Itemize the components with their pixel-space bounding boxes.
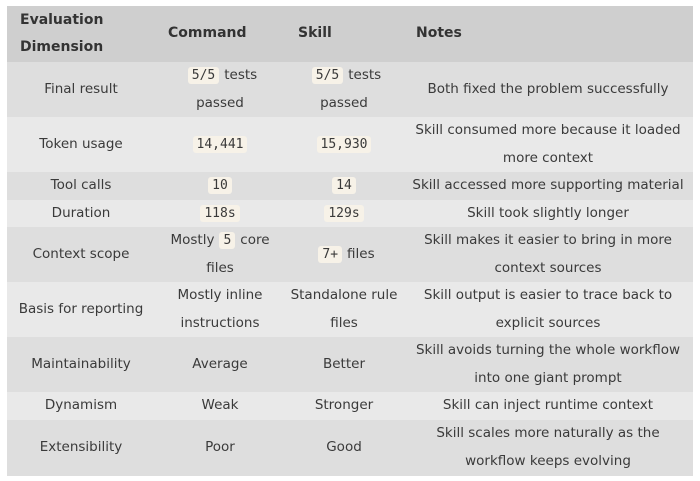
code-chip: 118s: [200, 204, 240, 222]
cell-text: Better: [322, 355, 365, 372]
code-chip: 129s: [324, 204, 364, 222]
cell-text: Skill accessed more supporting material: [412, 177, 684, 193]
table-cell: Context scope: [7, 227, 155, 282]
cell-text: Skill output is easier to trace back to …: [423, 287, 673, 331]
table-cell: Good: [285, 419, 403, 476]
table-cell: Final result: [7, 62, 155, 117]
table-cell: 129s: [285, 199, 403, 227]
code-chip: 5/5: [187, 67, 220, 84]
table-cell: Skill makes it easier to bring in more c…: [403, 227, 693, 282]
code-chip: 14: [332, 177, 356, 194]
cell-text: Final result: [44, 80, 118, 97]
table-row: Maintainability Average Better Skill avoids…: [7, 337, 693, 392]
table-cell: 14,441: [155, 117, 285, 172]
table-cell: 5/5 tests passed: [285, 62, 403, 117]
code-chip: 15,930: [316, 135, 372, 153]
code-chip: 5/5: [311, 67, 344, 84]
table-row: Duration 118s 129s Skill took slightly long…: [7, 199, 693, 227]
table-cell: Extensibility: [7, 419, 155, 476]
table-cell: Tool calls: [7, 172, 155, 200]
table-cell: Skill consumed more because it loaded mo…: [403, 117, 693, 172]
table-cell: Skill accessed more supporting material: [403, 172, 693, 200]
cell-text: Mostly: [170, 232, 215, 248]
cell-text: Skill makes it easier to bring in more c…: [424, 232, 672, 276]
table-cell: Basis for reporting: [7, 282, 155, 337]
table-cell: 14: [285, 172, 403, 200]
table-cell: Weak: [155, 392, 285, 420]
table-cell: Mostly inline instructions: [155, 282, 285, 337]
table-cell: Both fixed the problem successfully: [403, 62, 693, 117]
cell-text: Skill can inject runtime context: [442, 397, 654, 413]
table-cell: 7+ files: [285, 227, 403, 282]
table-cell: Skill avoids turning the whole workflow …: [403, 337, 693, 392]
table-cell: 10: [155, 172, 285, 200]
cell-text: Maintainability: [31, 355, 131, 372]
cell-text: Weak: [201, 397, 239, 413]
table-cell: Skill can inject runtime context: [403, 392, 693, 420]
table-cell: Skill scales more naturally as the workf…: [403, 419, 693, 476]
cell-text: tests passed: [320, 67, 382, 111]
cell-text: Skill consumed more because it loaded mo…: [415, 122, 681, 166]
table-cell: Better: [285, 337, 403, 392]
table-row: Final result 5/5 tests passed 5/5 tests pass…: [7, 62, 693, 117]
table-cell: Duration: [7, 199, 155, 227]
header-cell: Evaluation Dimension: [7, 6, 155, 62]
cell-text: Duration: [51, 204, 111, 221]
cell-text: Mostly inline instructions: [177, 287, 263, 331]
cell-text: Skill took slightly longer: [467, 204, 629, 221]
cell-text: Stronger: [314, 397, 374, 413]
cell-text: Context scope: [32, 245, 130, 262]
table-cell: Average: [155, 337, 285, 392]
cell-text: Dynamism: [44, 397, 118, 413]
cell-text: files: [347, 245, 375, 262]
table-cell: Stronger: [285, 392, 403, 420]
table-cell: Mostly 5 core files: [155, 227, 285, 282]
cell-text: Good: [326, 438, 362, 455]
table-cell: Maintainability: [7, 337, 155, 392]
header-cell: Command: [155, 6, 285, 62]
cell-text: Token usage: [39, 135, 123, 152]
code-chip: 14,441: [192, 135, 248, 153]
table-body: Final result 5/5 tests passed 5/5 tests pass…: [7, 62, 693, 476]
cell-text: Basis for reporting: [18, 300, 144, 317]
header-cell: Skill: [285, 6, 403, 62]
table-cell: Dynamism: [7, 392, 155, 420]
table-cell: Poor: [155, 419, 285, 476]
table-cell: 5/5 tests passed: [155, 62, 285, 117]
cell-text: Skill scales more naturally as the workf…: [436, 425, 660, 469]
table-row: Tool calls 10 14 Skill accessed more suppor…: [7, 172, 693, 200]
table-cell: Token usage: [7, 117, 155, 172]
cell-text: tests passed: [196, 67, 258, 111]
table-cell: Skill took slightly longer: [403, 199, 693, 227]
table-row: Dynamism Weak Stronger Skill can inject run…: [7, 392, 693, 420]
cell-text: Tool calls: [50, 177, 112, 193]
cell-text: core files: [206, 232, 270, 276]
cell-text: Extensibility: [39, 438, 123, 455]
header-cell: Notes: [403, 6, 693, 62]
table-cell: Standalone rule files: [285, 282, 403, 337]
code-chip: 10: [208, 177, 232, 194]
cell-text: Poor: [205, 438, 235, 455]
cell-text: Average: [192, 355, 248, 372]
table-row: Context scope Mostly 5 core files 7+ files Ski…: [7, 227, 693, 282]
code-chip: 5: [219, 232, 236, 249]
table-row: Basis for reporting Mostly inline instruc…: [7, 282, 693, 337]
cell-text: Standalone rule files: [290, 287, 398, 331]
comparison-table: Evaluation Dimension Command Skill Notes Fi…: [7, 6, 693, 476]
table-cell: 15,930: [285, 117, 403, 172]
table-row: Extensibility Poor Good Skill scales more n…: [7, 419, 693, 476]
code-chip: 7+: [318, 245, 343, 263]
header-row: Evaluation Dimension Command Skill Notes: [7, 6, 693, 62]
table-cell: Skill output is easier to trace back to …: [403, 282, 693, 337]
table-cell: 118s: [155, 199, 285, 227]
cell-text: Skill avoids turning the whole workflow …: [415, 342, 681, 386]
cell-text: Both fixed the problem successfully: [427, 80, 669, 97]
table-row: Token usage 14,441 15,930 Skill consumed mo…: [7, 117, 693, 172]
